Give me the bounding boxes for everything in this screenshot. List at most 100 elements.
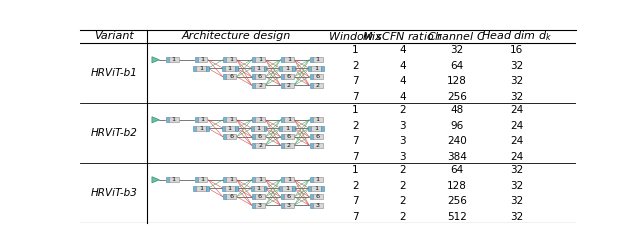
FancyBboxPatch shape (166, 117, 169, 122)
FancyBboxPatch shape (255, 83, 265, 88)
FancyBboxPatch shape (206, 186, 209, 191)
FancyBboxPatch shape (310, 134, 312, 139)
FancyBboxPatch shape (310, 57, 312, 62)
FancyBboxPatch shape (308, 186, 311, 191)
Text: 1: 1 (200, 177, 205, 182)
FancyBboxPatch shape (312, 177, 323, 182)
FancyBboxPatch shape (281, 194, 284, 199)
Text: 32: 32 (510, 165, 523, 175)
Text: 2: 2 (399, 165, 406, 175)
Text: 3: 3 (399, 136, 406, 146)
FancyBboxPatch shape (227, 134, 236, 139)
FancyBboxPatch shape (312, 83, 323, 88)
Text: 1: 1 (258, 57, 262, 62)
Text: 6: 6 (287, 134, 291, 139)
FancyBboxPatch shape (255, 134, 265, 139)
FancyBboxPatch shape (253, 66, 264, 71)
FancyBboxPatch shape (227, 57, 236, 62)
Text: 2: 2 (399, 181, 406, 191)
FancyBboxPatch shape (227, 74, 236, 79)
Text: 1: 1 (200, 117, 205, 122)
FancyBboxPatch shape (252, 143, 255, 148)
FancyBboxPatch shape (281, 57, 284, 62)
FancyBboxPatch shape (281, 83, 284, 88)
FancyBboxPatch shape (284, 134, 294, 139)
Text: Architecture design: Architecture design (182, 31, 291, 41)
Text: 4: 4 (399, 76, 406, 86)
FancyBboxPatch shape (284, 143, 294, 148)
Text: 2: 2 (258, 143, 262, 148)
FancyBboxPatch shape (284, 57, 294, 62)
FancyBboxPatch shape (280, 66, 282, 71)
Text: 1: 1 (200, 57, 205, 62)
Text: 256: 256 (447, 196, 467, 206)
FancyBboxPatch shape (252, 117, 255, 122)
Text: 3: 3 (316, 203, 319, 208)
Text: 2: 2 (399, 105, 406, 115)
Text: 7: 7 (352, 136, 358, 146)
FancyBboxPatch shape (195, 57, 198, 62)
Text: 128: 128 (447, 76, 467, 86)
Text: 64: 64 (451, 61, 463, 71)
Text: 24: 24 (510, 136, 523, 146)
FancyBboxPatch shape (225, 126, 235, 131)
Text: 1: 1 (258, 117, 262, 122)
Text: 4: 4 (399, 61, 406, 71)
Text: 1: 1 (229, 117, 234, 122)
Text: 2: 2 (352, 61, 358, 71)
FancyBboxPatch shape (264, 126, 266, 131)
FancyBboxPatch shape (255, 57, 265, 62)
Text: 24: 24 (510, 105, 523, 115)
FancyBboxPatch shape (206, 126, 209, 131)
FancyBboxPatch shape (312, 194, 323, 199)
FancyBboxPatch shape (253, 126, 264, 131)
FancyBboxPatch shape (235, 186, 237, 191)
FancyBboxPatch shape (311, 66, 321, 71)
Text: 1: 1 (228, 126, 232, 131)
FancyBboxPatch shape (281, 143, 284, 148)
Polygon shape (152, 177, 159, 183)
FancyBboxPatch shape (310, 74, 312, 79)
FancyBboxPatch shape (321, 126, 324, 131)
FancyBboxPatch shape (251, 66, 253, 71)
Text: 1: 1 (314, 186, 318, 191)
Text: 6: 6 (316, 74, 319, 79)
FancyBboxPatch shape (310, 177, 312, 182)
Text: 1: 1 (287, 57, 291, 62)
Text: 1: 1 (257, 126, 260, 131)
Text: 1: 1 (229, 57, 234, 62)
Text: HRViT-b2: HRViT-b2 (90, 128, 137, 138)
Text: 48: 48 (451, 105, 463, 115)
FancyBboxPatch shape (253, 186, 264, 191)
FancyBboxPatch shape (321, 66, 324, 71)
FancyBboxPatch shape (223, 177, 227, 182)
Text: 32: 32 (451, 45, 463, 55)
FancyBboxPatch shape (311, 126, 321, 131)
FancyBboxPatch shape (223, 117, 227, 122)
FancyBboxPatch shape (292, 126, 295, 131)
FancyBboxPatch shape (264, 186, 266, 191)
Text: 1: 1 (229, 177, 234, 182)
Text: 7: 7 (352, 92, 358, 102)
Text: 7: 7 (352, 212, 358, 222)
FancyBboxPatch shape (308, 126, 311, 131)
FancyBboxPatch shape (308, 66, 311, 71)
FancyBboxPatch shape (166, 177, 169, 182)
FancyBboxPatch shape (169, 177, 179, 182)
Text: 6: 6 (258, 74, 262, 79)
FancyBboxPatch shape (195, 177, 198, 182)
FancyBboxPatch shape (312, 134, 323, 139)
Text: 240: 240 (447, 136, 467, 146)
FancyBboxPatch shape (225, 66, 235, 71)
FancyBboxPatch shape (255, 194, 265, 199)
FancyBboxPatch shape (252, 203, 255, 208)
FancyBboxPatch shape (235, 126, 237, 131)
FancyBboxPatch shape (193, 126, 196, 131)
FancyBboxPatch shape (223, 74, 227, 79)
Text: Head dim $d_k$: Head dim $d_k$ (481, 29, 552, 43)
Text: 6: 6 (229, 134, 234, 139)
FancyBboxPatch shape (281, 203, 284, 208)
Text: 1: 1 (352, 165, 358, 175)
FancyBboxPatch shape (282, 186, 292, 191)
FancyBboxPatch shape (312, 117, 323, 122)
